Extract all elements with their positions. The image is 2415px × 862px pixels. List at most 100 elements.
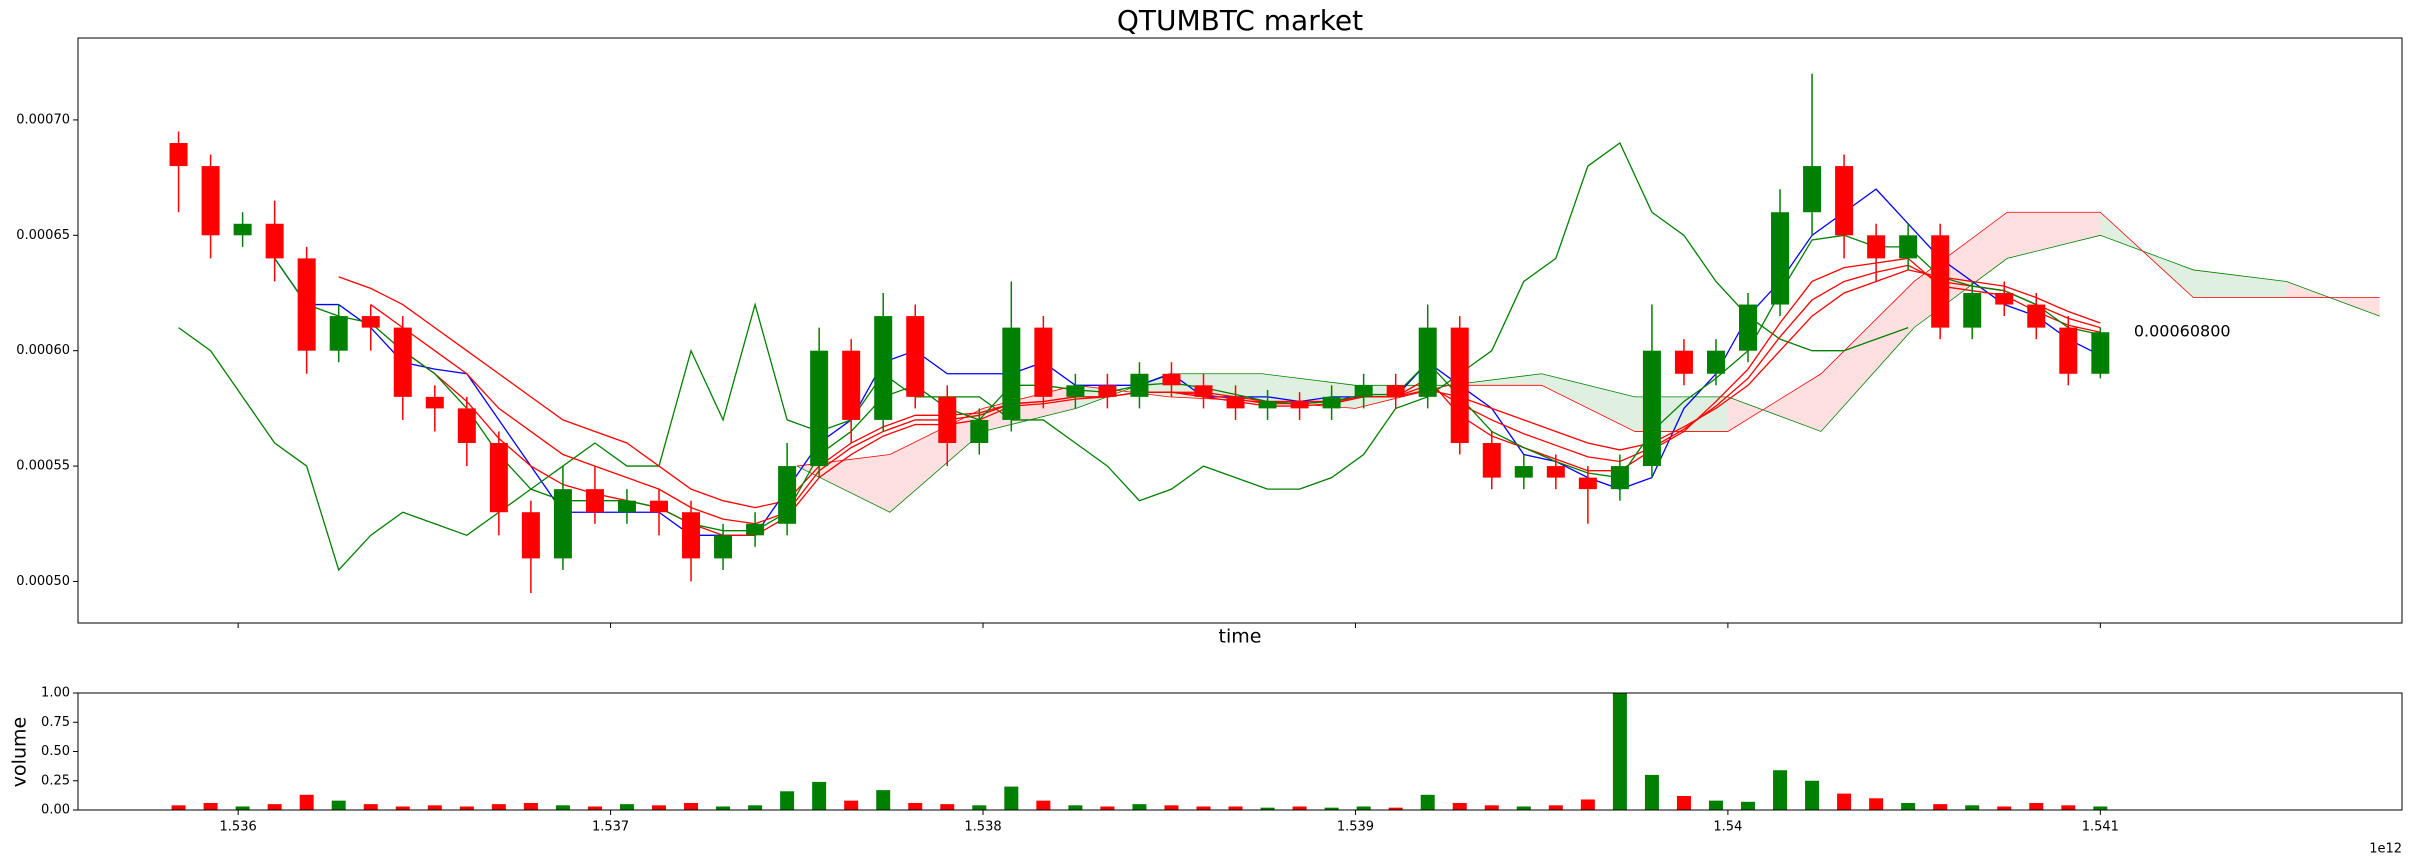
volume-bar: [427, 805, 442, 810]
x-tick-label: 1.539: [1337, 820, 1374, 835]
x-axis-label: time: [1219, 626, 1262, 648]
candle-body: [1803, 166, 1822, 213]
volume-bar: [171, 805, 186, 810]
volume-bar: [395, 806, 410, 810]
candle-body: [2027, 304, 2046, 328]
candle-body: [842, 350, 861, 420]
volume-bar: [1196, 806, 1211, 810]
cloud-fill: [1169, 373, 1263, 402]
candle-body: [1674, 350, 1693, 374]
y-tick-label: 0.00055: [16, 459, 70, 474]
candle-body: [714, 535, 733, 559]
candle-body: [906, 316, 925, 397]
x-tick-label: 1.537: [592, 820, 629, 835]
cloud-fill: [889, 408, 984, 513]
volume-bar: [1484, 805, 1499, 810]
volume-bar: [1773, 770, 1788, 810]
candle-body: [1418, 327, 1437, 397]
y-tick-label: 0.00050: [16, 574, 70, 589]
volume-bar: [1997, 806, 2012, 810]
candle-body: [617, 500, 636, 513]
candle-body: [2091, 332, 2110, 374]
volume-bar: [299, 794, 314, 810]
cloud-line: [796, 211, 2380, 467]
volume-bar: [1965, 805, 1980, 810]
volume-bar: [1741, 801, 1756, 810]
candle-body: [1514, 466, 1533, 478]
volume-bar: [1837, 793, 1852, 810]
volume-bar: [652, 805, 666, 810]
y-tick-label: 1.00: [41, 686, 70, 701]
candle-body: [393, 327, 412, 397]
candle-body: [1995, 293, 2014, 305]
y-tick-label: 0.25: [41, 773, 70, 788]
candle-body: [1899, 235, 1918, 259]
candle-body: [553, 489, 572, 559]
volume-bar: [1356, 806, 1371, 810]
candle-body: [2059, 327, 2078, 374]
candle-body: [1739, 304, 1758, 351]
candle-body: [1322, 396, 1341, 409]
candle-body: [1226, 396, 1245, 409]
axes-frame: [77, 692, 2403, 811]
candle-body: [1963, 293, 1982, 328]
indicator-line: [178, 142, 1909, 572]
x-offset-label: 1e12: [2369, 842, 2402, 857]
cloud-fill: [2193, 269, 2287, 298]
volume-bar: [1901, 802, 1916, 810]
candle-body: [425, 396, 444, 409]
volume-bar: [1036, 800, 1051, 810]
candle-body: [1130, 373, 1149, 397]
volume-bar: [267, 804, 282, 810]
candle-body: [1098, 385, 1117, 397]
candle-body: [1002, 327, 1021, 420]
candle-body: [874, 316, 893, 420]
candle-body: [650, 500, 668, 513]
volume-bar: [587, 806, 602, 810]
x-tick-label: 1.541: [2082, 820, 2119, 835]
volume-bar: [619, 804, 634, 810]
candle-body: [1290, 401, 1309, 409]
volume-bar: [908, 802, 923, 810]
y-tick-label: 0.00070: [16, 112, 70, 127]
candle-body: [489, 443, 508, 513]
volume-bar: [1324, 807, 1339, 810]
volume-bar: [1805, 780, 1820, 810]
volume-bar: [1708, 800, 1723, 810]
candle-body: [1610, 466, 1629, 490]
candle-body: [1450, 327, 1469, 443]
candle-body: [778, 466, 797, 524]
volume-bar: [1068, 805, 1083, 810]
y-axis-label: volume: [9, 717, 31, 787]
volume-bar: [1644, 774, 1659, 810]
candle-body: [457, 408, 476, 443]
volume-bar: [1292, 806, 1307, 810]
candle-body: [1642, 350, 1661, 467]
x-tick-label: 1.536: [220, 820, 257, 835]
volume-bar: [235, 806, 250, 810]
candle-body: [297, 258, 316, 351]
y-tick-label: 0.00060: [16, 343, 70, 358]
candle-body: [329, 316, 348, 351]
candle-body: [1066, 385, 1085, 397]
cloud-fill: [1914, 212, 2008, 328]
volume-bar: [203, 802, 218, 810]
candle-body: [201, 166, 220, 236]
y-tick-label: 0.75: [41, 715, 70, 730]
candle-body: [1706, 350, 1725, 374]
candle-body: [682, 512, 701, 559]
volume-bar: [972, 805, 987, 810]
indicator-line: [274, 188, 2101, 536]
candle-body: [1034, 327, 1053, 397]
candle-body: [746, 523, 765, 536]
candle-body: [169, 143, 188, 167]
volume-bar: [555, 805, 570, 810]
volume-bar: [1388, 807, 1403, 810]
candle-body: [938, 396, 957, 443]
volume-bar: [331, 800, 346, 810]
axes-frame: [77, 37, 2403, 624]
cloud-line: [796, 234, 2380, 513]
volume-bar: [523, 802, 538, 810]
volume-bar: [1869, 798, 1884, 810]
x-tick-label: 1.54: [1713, 820, 1742, 835]
